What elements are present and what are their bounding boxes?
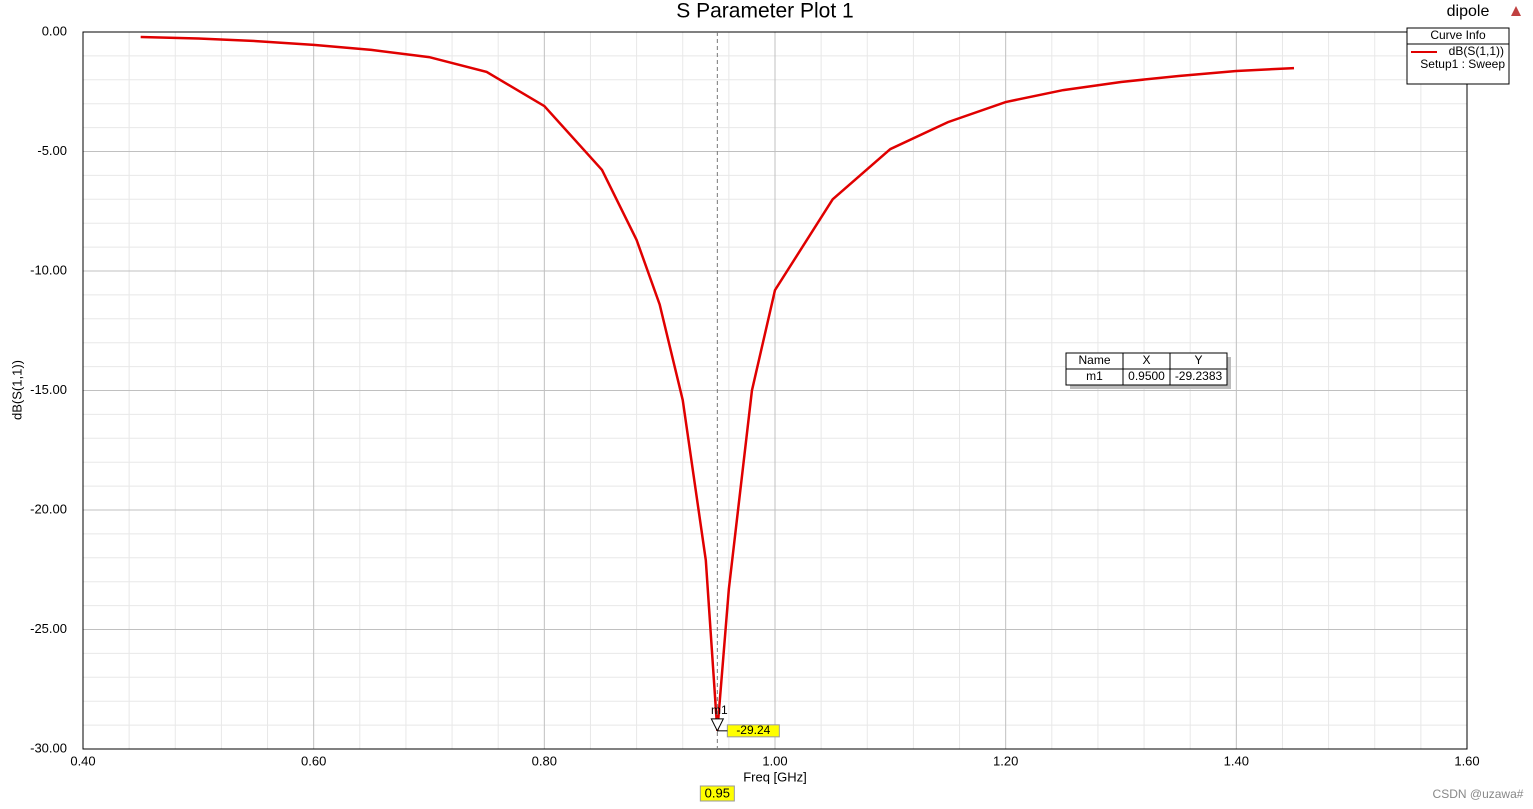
legend-entry: dB(S(1,1)) [1449, 44, 1504, 58]
plot-border [82, 31, 1468, 750]
marker-name: m1 [711, 703, 728, 717]
menu-icon[interactable] [1511, 6, 1521, 16]
chart-title: S Parameter Plot 1 [676, 0, 853, 23]
table-header: Y [1194, 353, 1202, 367]
marker-y-label: -29.24 [736, 723, 770, 737]
x-axis-label: Freq [GHz] [743, 769, 807, 784]
y-tick-label: 0.00 [42, 23, 67, 38]
marker-x-label: 0.95 [705, 785, 730, 800]
y-tick-label: -30.00 [30, 740, 67, 755]
table-cell: -29.2383 [1175, 369, 1223, 383]
x-tick-label: 0.60 [301, 753, 326, 768]
curve [140, 35, 1295, 731]
legend-subtitle: Setup1 : Sweep [1420, 57, 1505, 71]
watermark: CSDN @uzawa# [1433, 787, 1524, 801]
y-tick-label: -15.00 [30, 382, 67, 397]
y-tick-label: -25.00 [30, 621, 67, 636]
x-tick-label: 1.00 [762, 753, 787, 768]
legend-title: Curve Info [1430, 28, 1486, 42]
marker-x-box [699, 785, 735, 802]
table-header: X [1142, 353, 1150, 367]
x-tick-label: 1.40 [1224, 753, 1249, 768]
y-axis-label: dB(S(1,1)) [9, 360, 24, 420]
table-cell: m1 [1086, 369, 1103, 383]
project-name: dipole [1447, 3, 1490, 20]
y-tick-label: -5.00 [37, 143, 67, 158]
x-tick-label: 1.60 [1454, 753, 1479, 768]
x-tick-label: 0.40 [70, 753, 95, 768]
legend-box [1406, 27, 1510, 85]
x-tick-label: 1.20 [993, 753, 1018, 768]
table-header: Name [1078, 353, 1110, 367]
y-tick-label: -20.00 [30, 501, 67, 516]
table-cell: 0.9500 [1128, 369, 1165, 383]
x-tick-label: 0.80 [532, 753, 557, 768]
marker-triangle [710, 718, 725, 732]
y-tick-label: -10.00 [30, 262, 67, 277]
